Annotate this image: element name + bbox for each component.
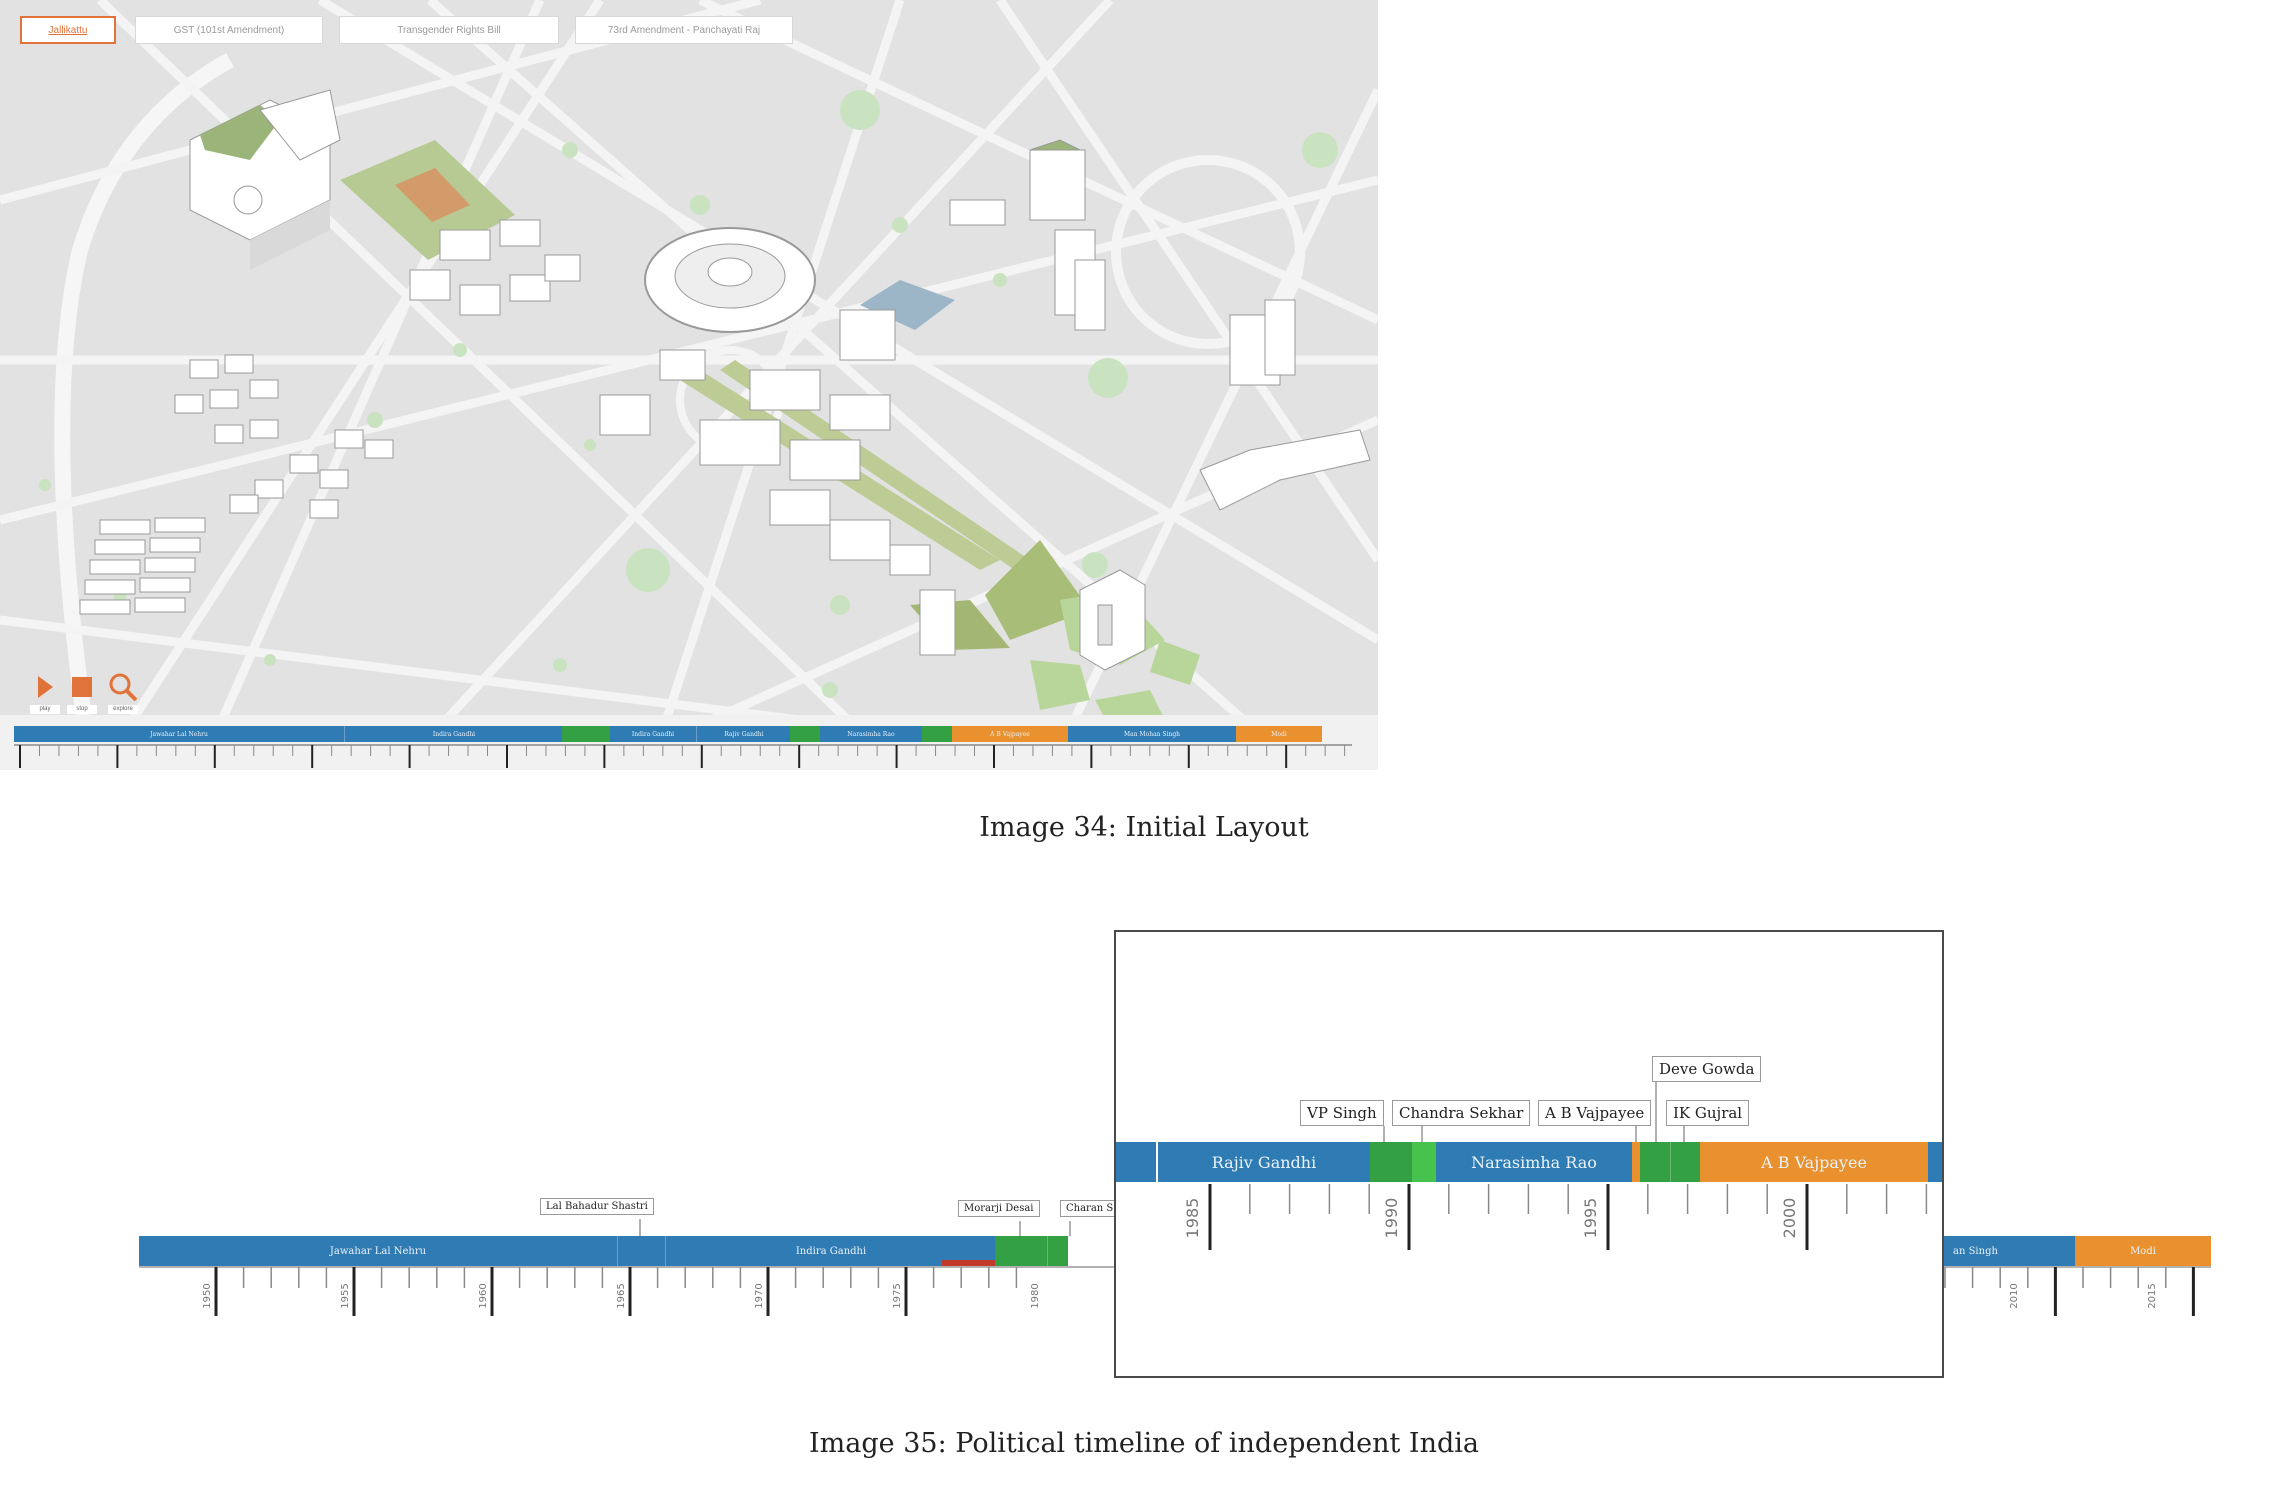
tab-jallikattu[interactable]: Jallikattu <box>20 16 116 44</box>
axis-tick-label: 1965 <box>616 1283 627 1308</box>
zoom-callout-connectors <box>1383 1082 1685 1142</box>
axis-tick-label: 2015 <box>2147 1283 2158 1308</box>
explore-label: explore <box>108 705 138 714</box>
mini-segment-janata[interactable] <box>922 726 952 742</box>
mini-segment-janata[interactable] <box>790 726 820 742</box>
segment-emergency[interactable] <box>942 1260 1000 1266</box>
zoom-segment-ik-gujral[interactable] <box>1670 1142 1701 1182</box>
mini-segment[interactable]: Rajiv Gandhi <box>696 726 791 742</box>
segment-desai[interactable] <box>995 1236 1047 1266</box>
segment-charan-singh[interactable] <box>1047 1236 1068 1266</box>
segment-indira[interactable]: Indira Gandhi <box>665 1236 996 1266</box>
magnifier-icon[interactable] <box>108 672 138 702</box>
axis-tick-label: 1995 <box>1581 1198 1600 1239</box>
explore-control[interactable]: explore <box>108 672 138 714</box>
stop-label: stop <box>67 705 97 714</box>
zoom-segment-vajpayee[interactable]: A B Vajpayee <box>1700 1142 1928 1182</box>
mini-segment[interactable]: A B Vajpayee <box>952 726 1068 742</box>
stop-control[interactable]: stop <box>67 672 97 714</box>
segment-manmohan[interactable]: an Singh <box>1941 1236 2075 1266</box>
mini-segment[interactable]: Narasimha Rao <box>820 726 922 742</box>
callout-vp-singh: VP Singh <box>1300 1100 1384 1126</box>
tab-gst[interactable]: GST (101st Amendment) <box>135 16 323 44</box>
figure-35-caption: Image 35: Political timeline of independ… <box>809 1428 1479 1459</box>
callout-deve-gowda: Deve Gowda <box>1652 1056 1762 1082</box>
axis-tick-label: 1980 <box>1030 1283 1041 1308</box>
play-label: play <box>30 705 60 714</box>
axis-tick-label: 1955 <box>340 1283 351 1308</box>
tab-73rd-amendment[interactable]: 73rd Amendment - Panchayati Raj <box>575 16 793 44</box>
mini-segment[interactable]: Modi <box>1236 726 1322 742</box>
label-morarji-desai: Morarji Desai <box>958 1200 1040 1217</box>
zoom-segment-chandra-sekhar[interactable] <box>1412 1142 1436 1182</box>
zoom-axis: 1985 1990 1995 2000 <box>1183 1184 1928 1250</box>
tab-transgender-rights[interactable]: Transgender Rights Bill <box>339 16 559 44</box>
mini-timeline-bar[interactable]: Jawahar Lal Nehru Indira Gandhi Indira G… <box>14 726 1352 742</box>
timeline-zoom-lens[interactable]: Rajiv Gandhi Narasimha Rao A B Vajpayee … <box>1114 930 1944 1378</box>
zoom-segment-deve-gowda[interactable] <box>1640 1142 1670 1182</box>
segment-nehru[interactable]: Jawahar Lal Nehru <box>139 1236 617 1266</box>
mini-segment[interactable]: Indira Gandhi <box>610 726 696 742</box>
timeline-bar[interactable]: Jawahar Lal Nehru Indira Gandhi an Singh… <box>139 1236 2211 1316</box>
axis-tick-label: 1975 <box>892 1283 903 1308</box>
axis-tick-label: 1985 <box>1183 1198 1202 1239</box>
zoom-segment-rajiv[interactable]: Rajiv Gandhi <box>1158 1142 1370 1182</box>
axis-tick-label: 1960 <box>478 1283 489 1308</box>
zoom-segment-vp-singh[interactable] <box>1370 1142 1412 1182</box>
play-control[interactable]: play <box>30 672 60 714</box>
callout-chandra-sekhar: Chandra Sekhar <box>1392 1100 1531 1126</box>
callout-vajpayee: A B Vajpayee <box>1538 1100 1652 1126</box>
play-icon[interactable] <box>30 672 60 702</box>
mini-segment[interactable]: Jawahar Lal Nehru <box>14 726 344 742</box>
zoom-segment-indira[interactable] <box>1116 1142 1156 1182</box>
axis-tick-label: 1950 <box>202 1283 213 1308</box>
axis-tick-label: 1970 <box>754 1283 765 1308</box>
zoom-segment-manmohan[interactable] <box>1928 1142 1942 1182</box>
figure-34-caption: Image 34: Initial Layout <box>979 812 1309 843</box>
segment-shastri[interactable] <box>617 1236 666 1266</box>
zoom-segment-narasimha-rao[interactable]: Narasimha Rao <box>1436 1142 1632 1182</box>
stop-icon[interactable] <box>67 672 97 702</box>
mini-segment[interactable]: Indira Gandhi <box>344 726 563 742</box>
zoom-segment-vajpayee-1996[interactable] <box>1632 1142 1640 1182</box>
mini-segment-janata[interactable] <box>562 726 610 742</box>
mini-segment[interactable]: Man Mohan Singh <box>1068 726 1236 742</box>
axis-tick-label: 2010 <box>2009 1283 2020 1308</box>
city-map <box>0 0 1378 770</box>
label-lal-bahadur-shastri: Lal Bahadur Shastri <box>540 1198 654 1215</box>
callout-ik-gujral: IK Gujral <box>1666 1100 1750 1126</box>
app-screenshot: Jallikattu GST (101st Amendment) Transge… <box>0 0 1378 770</box>
axis-tick-label: 1990 <box>1382 1198 1401 1239</box>
mini-timeline-axis <box>14 744 1352 768</box>
segment-modi[interactable]: Modi <box>2075 1236 2211 1266</box>
axis-tick-label: 2000 <box>1780 1198 1799 1239</box>
